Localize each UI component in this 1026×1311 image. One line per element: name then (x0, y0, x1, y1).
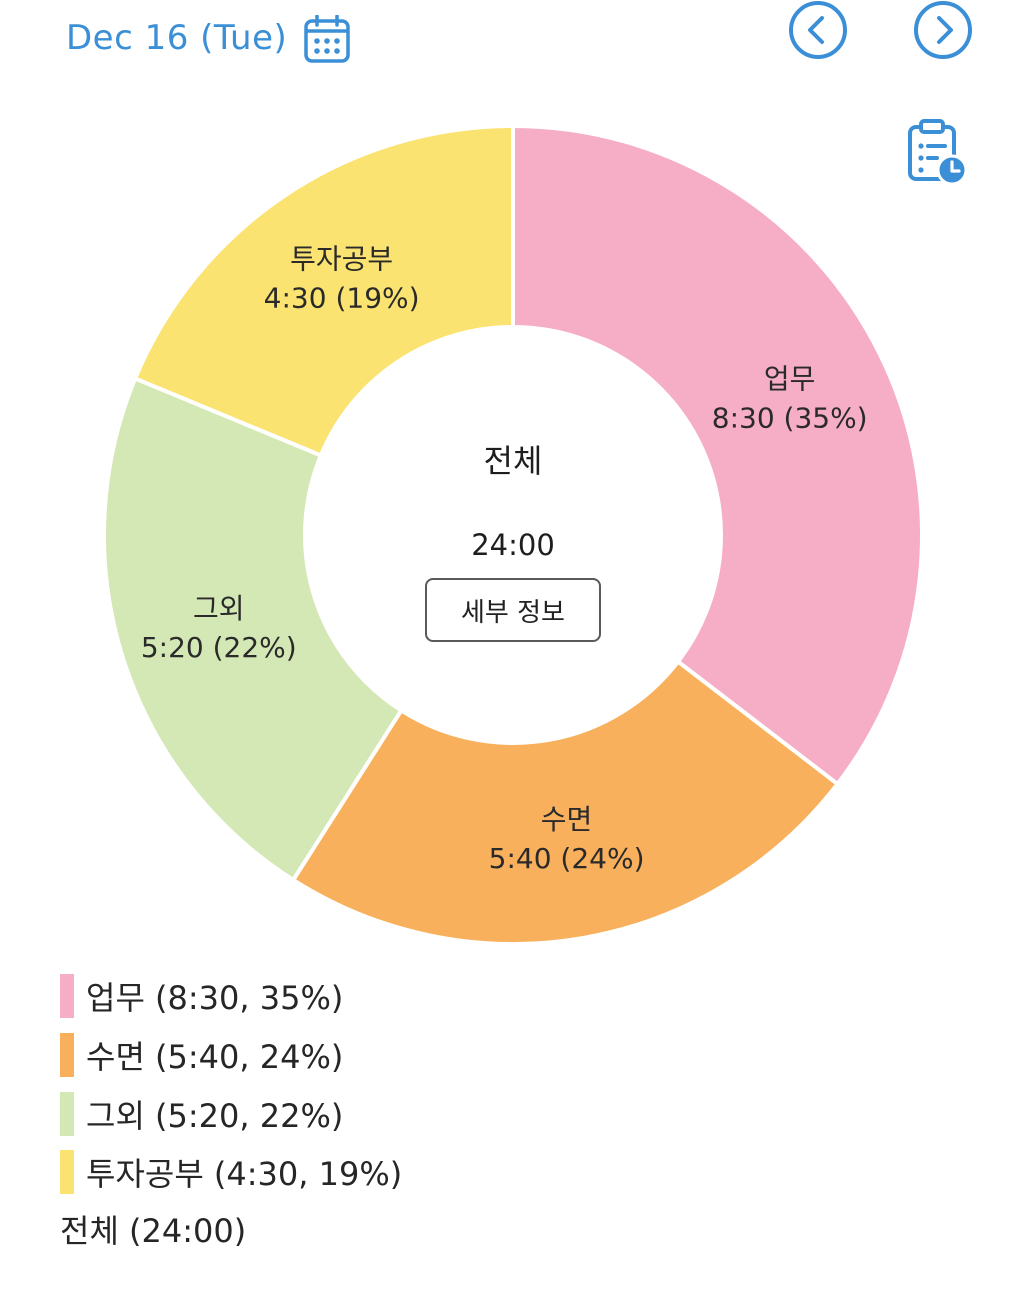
chevron-right-circle-icon[interactable] (912, 0, 974, 62)
legend-item-invest-study: 투자공부 (4:30, 19%) (60, 1143, 402, 1202)
slice-work[interactable] (511, 123, 924, 787)
slice-value-work: 8:30 (35%) (712, 402, 868, 435)
legend-item-sleep: 수면 (5:40, 24%) (60, 1026, 402, 1085)
slice-value-sleep: 5:40 (24%) (489, 842, 645, 875)
detail-info-button[interactable]: 세부 정보 (425, 578, 601, 642)
slice-sleep[interactable] (290, 658, 841, 946)
slice-value-other: 5:20 (22%) (141, 631, 297, 664)
calendar-icon[interactable] (303, 14, 351, 65)
slice-other[interactable] (102, 375, 405, 883)
legend: 업무 (8:30, 35%) 수면 (5:40, 24%) 그외 (5:20, … (60, 967, 402, 1252)
slice-invest-study[interactable] (132, 123, 515, 459)
slice-name-sleep: 수면 (541, 803, 593, 836)
legend-swatch (60, 1150, 74, 1195)
legend-swatch (60, 1033, 74, 1078)
donut-chart: 업무 8:30 (35%) 수면 5:40 (24%) 그외 5:20 (22%) 투자공부… (102, 123, 924, 946)
date-label[interactable]: Dec 16 (Tue) (66, 18, 288, 58)
clipboard-clock-icon[interactable] (905, 118, 969, 186)
legend-label: 투자공부 (4:30, 19%) (86, 1155, 403, 1194)
legend-item-work: 업무 (8:30, 35%) (60, 967, 402, 1026)
legend-label: 그외 (5:20, 22%) (86, 1096, 344, 1135)
legend-swatch (60, 1091, 74, 1136)
legend-label: 업무 (8:30, 35%) (86, 979, 344, 1018)
slice-value-invest-study: 4:30 (19%) (264, 281, 420, 314)
center-title: 전체 (484, 442, 543, 480)
chevron-left-circle-icon[interactable] (787, 0, 849, 62)
legend-label: 수면 (5:40, 24%) (86, 1038, 344, 1077)
slice-name-other: 그외 (193, 592, 245, 625)
slice-name-invest-study: 투자공부 (290, 242, 393, 275)
legend-swatch (60, 974, 74, 1019)
legend-item-other: 그외 (5:20, 22%) (60, 1084, 402, 1143)
center-total: 24:00 (471, 528, 555, 562)
legend-total: 전체 (24:00) (60, 1211, 247, 1250)
slice-name-work: 업무 (764, 363, 816, 396)
